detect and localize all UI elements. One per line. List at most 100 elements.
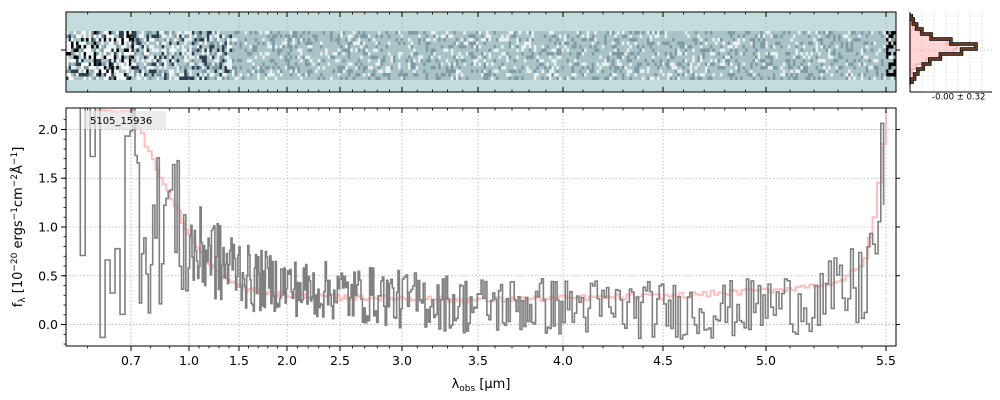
heatmap-cell bbox=[194, 62, 198, 66]
heatmap-cell bbox=[863, 66, 867, 70]
heatmap-cell bbox=[807, 45, 811, 49]
heatmap-cell bbox=[423, 73, 426, 77]
heatmap-cell bbox=[481, 62, 484, 66]
heatmap-cell bbox=[558, 55, 562, 59]
heatmap-cell bbox=[221, 62, 225, 66]
heatmap-cell bbox=[392, 31, 396, 35]
heatmap-cell bbox=[606, 62, 610, 66]
heatmap-cell bbox=[863, 38, 867, 42]
heatmap-cell bbox=[78, 34, 82, 38]
heatmap-cell bbox=[315, 41, 318, 45]
heatmap-cell bbox=[757, 34, 761, 38]
heatmap-cell bbox=[880, 69, 884, 73]
heatmap-cell bbox=[762, 73, 766, 77]
heatmap-cell bbox=[116, 69, 120, 73]
heatmap-cell bbox=[526, 76, 530, 80]
heatmap-cell bbox=[669, 66, 673, 70]
heatmap-cell bbox=[501, 73, 504, 77]
heatmap-cell bbox=[483, 31, 487, 35]
heatmap-cell bbox=[860, 66, 864, 70]
heatmap-cell bbox=[888, 38, 892, 42]
heatmap-cell bbox=[890, 41, 894, 45]
heatmap-cell bbox=[184, 48, 188, 52]
heatmap-cell bbox=[294, 34, 298, 38]
heatmap-cell bbox=[634, 76, 638, 80]
heatmap-cell bbox=[450, 45, 454, 49]
heatmap-cell bbox=[533, 38, 537, 42]
heatmap-cell bbox=[279, 73, 283, 77]
heatmap-cell bbox=[654, 66, 658, 70]
heatmap-cell bbox=[216, 66, 220, 70]
heatmap-cell bbox=[614, 66, 618, 70]
heatmap-cell bbox=[226, 73, 230, 77]
heatmap-cell bbox=[98, 45, 102, 49]
heatmap-cell bbox=[221, 31, 225, 35]
heatmap-cell bbox=[216, 69, 220, 73]
heatmap-cell bbox=[516, 48, 520, 52]
heatmap-cell bbox=[787, 45, 791, 49]
heatmap-cell bbox=[823, 55, 826, 59]
heatmap-cell bbox=[277, 48, 281, 52]
heatmap-cell bbox=[435, 41, 439, 45]
heatmap-cell bbox=[491, 38, 494, 42]
heatmap-cell bbox=[267, 45, 271, 49]
heatmap-cell bbox=[609, 69, 613, 73]
heatmap-cell bbox=[465, 59, 469, 63]
heatmap-cell bbox=[156, 52, 160, 56]
heatmap-cell bbox=[96, 31, 99, 35]
heatmap-cell bbox=[621, 41, 625, 45]
heatmap-cell bbox=[538, 62, 542, 66]
heatmap-cell bbox=[823, 62, 826, 66]
heatmap-cell bbox=[398, 55, 401, 59]
heatmap-cell bbox=[375, 31, 379, 35]
heatmap-cell bbox=[88, 31, 92, 35]
heatmap-cell bbox=[521, 34, 525, 38]
heatmap-cell bbox=[865, 38, 869, 42]
heatmap-cell bbox=[760, 31, 763, 35]
heatmap-cell bbox=[408, 38, 411, 42]
heatmap-cell bbox=[377, 34, 381, 38]
heatmap-cell bbox=[747, 69, 751, 73]
heatmap-cell bbox=[186, 62, 190, 66]
heatmap-cell bbox=[98, 55, 102, 59]
heatmap-cell bbox=[868, 59, 872, 63]
heatmap-cell bbox=[800, 52, 804, 56]
heatmap-cell bbox=[96, 59, 99, 63]
heatmap-cell bbox=[88, 69, 92, 73]
heatmap-cell bbox=[337, 45, 341, 49]
heatmap-cell bbox=[647, 34, 650, 38]
heatmap-cell bbox=[785, 66, 789, 70]
heatmap-cell bbox=[840, 66, 844, 70]
heatmap-cell bbox=[709, 52, 713, 56]
heatmap-cell bbox=[211, 69, 215, 73]
heatmap-cell bbox=[885, 62, 889, 66]
heatmap-cell bbox=[93, 52, 97, 56]
heatmap-cell bbox=[307, 73, 311, 77]
heatmap-cell bbox=[345, 69, 348, 73]
heatmap-cell bbox=[838, 41, 841, 45]
heatmap-cell bbox=[264, 62, 268, 66]
heatmap-cell bbox=[297, 48, 301, 52]
heatmap-cell bbox=[797, 62, 801, 66]
heatmap-cell bbox=[531, 66, 535, 70]
heatmap-cell bbox=[372, 59, 376, 63]
heatmap-cell bbox=[790, 73, 794, 77]
heatmap-cell bbox=[385, 69, 389, 73]
heatmap-cell bbox=[382, 31, 386, 35]
heatmap-cell bbox=[365, 55, 369, 59]
heatmap-cell bbox=[639, 66, 643, 70]
heatmap-cell bbox=[538, 31, 542, 35]
heatmap-cell bbox=[455, 41, 459, 45]
heatmap-cell bbox=[400, 41, 404, 45]
heatmap-cell bbox=[350, 66, 354, 70]
heatmap-cell bbox=[488, 38, 492, 42]
heatmap-cell bbox=[146, 41, 150, 45]
heatmap-cell bbox=[810, 55, 814, 59]
heatmap-cell bbox=[574, 59, 577, 63]
heatmap-cell bbox=[508, 59, 512, 63]
heatmap-cell bbox=[649, 45, 653, 49]
heatmap-cell bbox=[624, 55, 628, 59]
heatmap-cell bbox=[584, 45, 587, 49]
heatmap-cell bbox=[367, 41, 371, 45]
heatmap-cell bbox=[664, 52, 668, 56]
